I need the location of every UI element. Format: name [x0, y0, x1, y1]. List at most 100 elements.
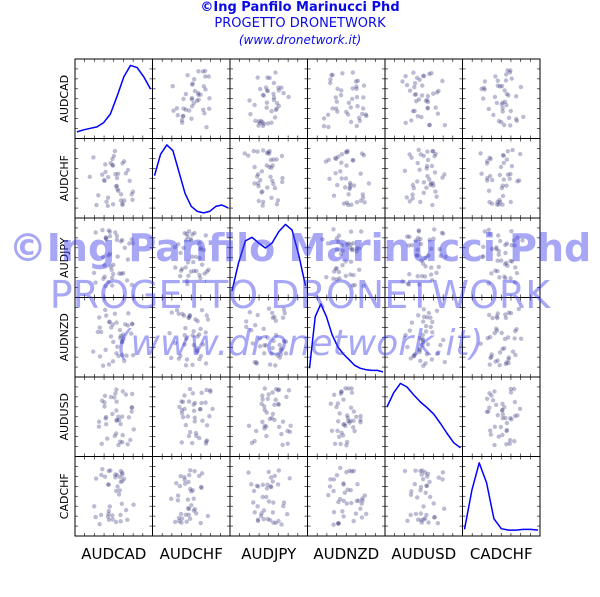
scatter-point — [103, 162, 108, 167]
scatter-point — [126, 311, 131, 316]
scatter-point — [176, 356, 182, 361]
scatter-point — [190, 82, 195, 87]
y-axis-label-audnzd: AUDNZD — [58, 313, 71, 361]
scatter-point — [418, 236, 423, 242]
scatter-point — [429, 71, 434, 76]
scatter-point — [110, 322, 116, 327]
scatter-point — [481, 244, 486, 249]
scatter-point — [99, 398, 105, 403]
scatter-point — [333, 155, 338, 161]
scatter-point — [348, 119, 354, 125]
scatter-point — [512, 399, 518, 405]
scatter-point — [336, 154, 341, 159]
scatter-point — [273, 386, 279, 392]
scatter-point — [196, 92, 201, 98]
scatter-point — [110, 156, 115, 162]
scatter-point — [421, 307, 426, 312]
scatter-point — [412, 353, 417, 359]
scatter-point — [518, 151, 523, 157]
scatter-point — [262, 343, 267, 348]
scatter-point — [354, 414, 359, 419]
scatter-point — [198, 326, 203, 332]
scatter-point — [105, 436, 110, 441]
scatter-point — [410, 192, 415, 197]
kde-curve-cadchf — [463, 462, 539, 531]
scatter-point — [246, 470, 251, 475]
scatter-point — [410, 109, 416, 114]
scatter-point — [125, 442, 130, 447]
scatter-point — [183, 265, 188, 270]
scatter-point — [360, 498, 365, 503]
scatter-point — [114, 399, 119, 404]
scatter-point — [97, 315, 102, 320]
scatter-point — [270, 510, 276, 515]
scatter-point — [125, 323, 131, 328]
scatter-point — [198, 245, 204, 251]
scatter-point — [264, 486, 270, 491]
scatter-point — [260, 397, 265, 402]
scatter-point — [277, 342, 282, 348]
scatter-point — [182, 333, 187, 338]
scatter-point — [118, 333, 124, 339]
scatter-point — [103, 347, 108, 352]
scatter-point — [331, 477, 337, 482]
scatter-point — [182, 477, 187, 482]
scatter-point — [499, 185, 504, 191]
scatter-point — [434, 308, 440, 313]
scatter-point — [261, 93, 266, 98]
scatter-point — [246, 423, 252, 428]
scatter-point — [114, 320, 119, 325]
scatter-point — [440, 470, 446, 475]
scatter-point — [114, 387, 119, 392]
scatter-point — [407, 328, 412, 333]
scatter-point — [191, 268, 197, 274]
scatter-point — [118, 479, 123, 485]
scatter-point — [329, 428, 335, 433]
scatter-point — [180, 311, 185, 317]
scatter-point — [273, 318, 278, 323]
scatter-point — [405, 344, 410, 350]
scatter-point — [204, 269, 210, 274]
scatter-point — [436, 475, 441, 480]
scatter-point — [350, 86, 355, 91]
scatter-point — [500, 412, 506, 417]
scatter-point — [423, 361, 428, 366]
scatter-point — [194, 98, 199, 104]
scatter-point — [339, 152, 344, 157]
scatter-point — [174, 308, 180, 313]
scatter-point — [179, 411, 185, 416]
scatter-point — [413, 238, 419, 243]
scatter-point — [487, 231, 492, 237]
scatter-point — [440, 477, 445, 482]
scatter-point — [206, 74, 211, 79]
scatter-point — [350, 96, 355, 102]
scatter-point — [181, 313, 187, 318]
scatter-point — [110, 283, 115, 288]
scatter-point — [351, 241, 356, 246]
scatter-point — [321, 116, 327, 121]
scatter-point — [344, 150, 350, 155]
scatter-point — [199, 262, 205, 267]
scatter-point — [271, 157, 276, 162]
panel-cadchf-audjpy — [229, 456, 308, 537]
scatter-point — [192, 415, 197, 420]
scatter-point — [176, 515, 182, 521]
y-axis-label-audusd: AUDUSD — [58, 393, 71, 441]
scatter-point — [270, 178, 275, 183]
scatter-point — [427, 479, 432, 485]
scatter-point — [507, 441, 512, 446]
scatter-point — [110, 359, 116, 364]
scatter-point — [487, 155, 492, 160]
scatter-point — [260, 92, 266, 98]
scatter-point — [364, 113, 369, 119]
scatter-point — [129, 405, 134, 410]
scatter-point — [434, 194, 439, 199]
scatter-point — [279, 522, 284, 527]
scatter-point — [201, 247, 207, 253]
scatter-point — [267, 362, 273, 367]
scatter-point — [489, 354, 494, 359]
scatter-point — [273, 70, 278, 75]
scatter-point — [179, 440, 184, 445]
scatter-point — [359, 515, 365, 520]
